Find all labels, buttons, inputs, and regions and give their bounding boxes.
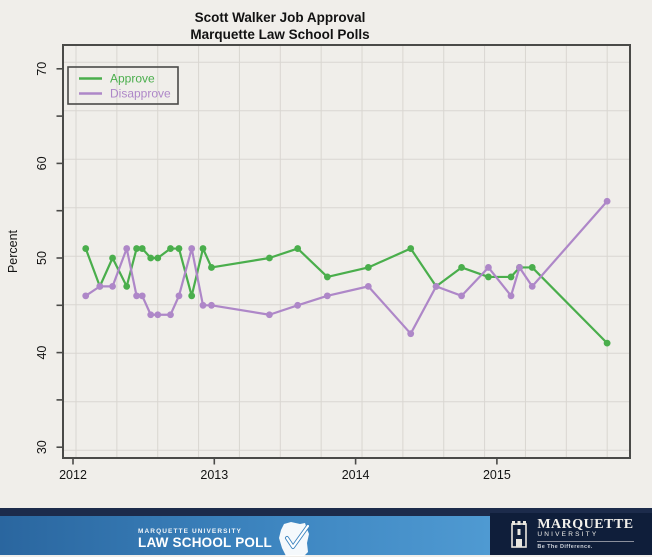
plot-frame [62, 44, 631, 459]
approve-point [507, 273, 515, 281]
disapprove-point [603, 197, 611, 205]
marquette-university-logo: MARQUETTE UNIVERSITY Be The Difference. [490, 513, 652, 555]
approve-point [138, 245, 146, 252]
disapprove-point [138, 292, 146, 300]
approve-point [82, 245, 90, 252]
disapprove-point [167, 311, 174, 319]
law-school-poll-wordmark: MARQUETTE UNIVERSITY LAW SCHOOL POLL [138, 528, 272, 550]
x-tick-label: 2013 [200, 468, 228, 482]
x-tick-label: 2012 [59, 468, 87, 482]
legend-box [67, 66, 179, 105]
y-tick-label: 70 [35, 62, 49, 76]
y-tick-label: 50 [35, 251, 49, 265]
disapprove-point [516, 264, 523, 271]
law-poll-university-text: MARQUETTE UNIVERSITY [138, 528, 242, 535]
wisconsin-checkmark-icon [279, 522, 310, 556]
disapprove-point [407, 330, 415, 338]
disapprove-point [528, 282, 536, 290]
disapprove-point [133, 292, 140, 300]
approve-point [109, 254, 116, 262]
approve-point [323, 273, 331, 281]
disapprove-point [123, 245, 131, 252]
chart-title: Scott Walker Job Approval Marquette Law … [0, 9, 560, 43]
marquette-university-text: UNIVERSITY [537, 531, 634, 542]
approve-point [208, 264, 215, 271]
disapprove-point [82, 292, 90, 300]
disapprove-point [294, 301, 302, 309]
approve-point [458, 264, 465, 271]
approve-point [294, 245, 302, 252]
disapprove-point [432, 282, 440, 290]
approve-point [167, 245, 174, 252]
disapprove-point [208, 301, 215, 309]
disapprove-point [458, 292, 465, 300]
approve-point [528, 264, 536, 271]
approve-point [188, 292, 196, 300]
approve-point [485, 273, 492, 281]
disapprove-point [96, 282, 104, 290]
approve-point [175, 245, 183, 252]
approve-point [364, 264, 372, 271]
approve-line [84, 247, 608, 344]
marquette-tagline-text: Be The Difference. [537, 544, 593, 550]
y-tick-label: 40 [35, 346, 49, 360]
disapprove-point [485, 264, 492, 271]
approve-point [147, 254, 155, 262]
approve-series [82, 245, 611, 347]
y-axis: 30 40 50 60 70 [35, 62, 63, 454]
legend-label: Approve [110, 72, 155, 86]
x-tick-label: 2015 [483, 468, 511, 482]
marquette-university-panel: MARQUETTE UNIVERSITY Be The Difference. [490, 513, 652, 555]
chart-canvas: 30 40 50 60 70 Percent 2012 2013 2014 2015 Approve… [6, 44, 631, 482]
disapprove-point [364, 282, 372, 290]
approve-point [407, 245, 415, 252]
disapprove-point [199, 301, 207, 309]
disapprove-point [175, 292, 183, 300]
x-tick-label: 2014 [342, 468, 370, 482]
disapprove-series [82, 197, 611, 338]
legend-label: Disapprove [110, 87, 171, 101]
grid-lines [63, 45, 630, 458]
approve-point [199, 245, 207, 252]
marquette-tower-icon [511, 521, 528, 548]
law-school-poll-logo: MARQUETTE UNIVERSITY LAW SCHOOL POLL [138, 521, 312, 557]
approve-point [266, 254, 273, 262]
y-axis-title: Percent [6, 229, 20, 273]
approve-point [603, 339, 611, 347]
y-tick-label: 60 [35, 156, 49, 170]
marquette-wordmark: MARQUETTE UNIVERSITY Be The Difference. [537, 517, 634, 550]
x-axis: 2012 2013 2014 2015 [59, 458, 511, 482]
disapprove-point [323, 292, 331, 300]
approve-point [133, 245, 140, 252]
disapprove-point [147, 311, 155, 319]
law-poll-name-text: LAW SCHOOL POLL [138, 534, 272, 551]
approve-point [123, 282, 131, 290]
footer-bar: MARQUETTE UNIVERSITY LAW SCHOOL POLL MAR… [0, 508, 652, 557]
marquette-name-text: MARQUETTE [537, 517, 634, 532]
disapprove-point [188, 245, 196, 252]
approve-point [154, 254, 162, 262]
law-school-poll-banner: MARQUETTE UNIVERSITY LAW SCHOOL POLL [0, 516, 490, 557]
disapprove-point [266, 311, 273, 319]
disapprove-point [109, 282, 116, 290]
disapprove-point [154, 311, 162, 319]
footer-top-strip [0, 508, 652, 516]
y-tick-label: 30 [35, 440, 49, 454]
chart-title-line2: Marquette Law School Polls [190, 27, 370, 42]
disapprove-point [507, 292, 515, 300]
chart-title-line1: Scott Walker Job Approval [194, 10, 366, 25]
